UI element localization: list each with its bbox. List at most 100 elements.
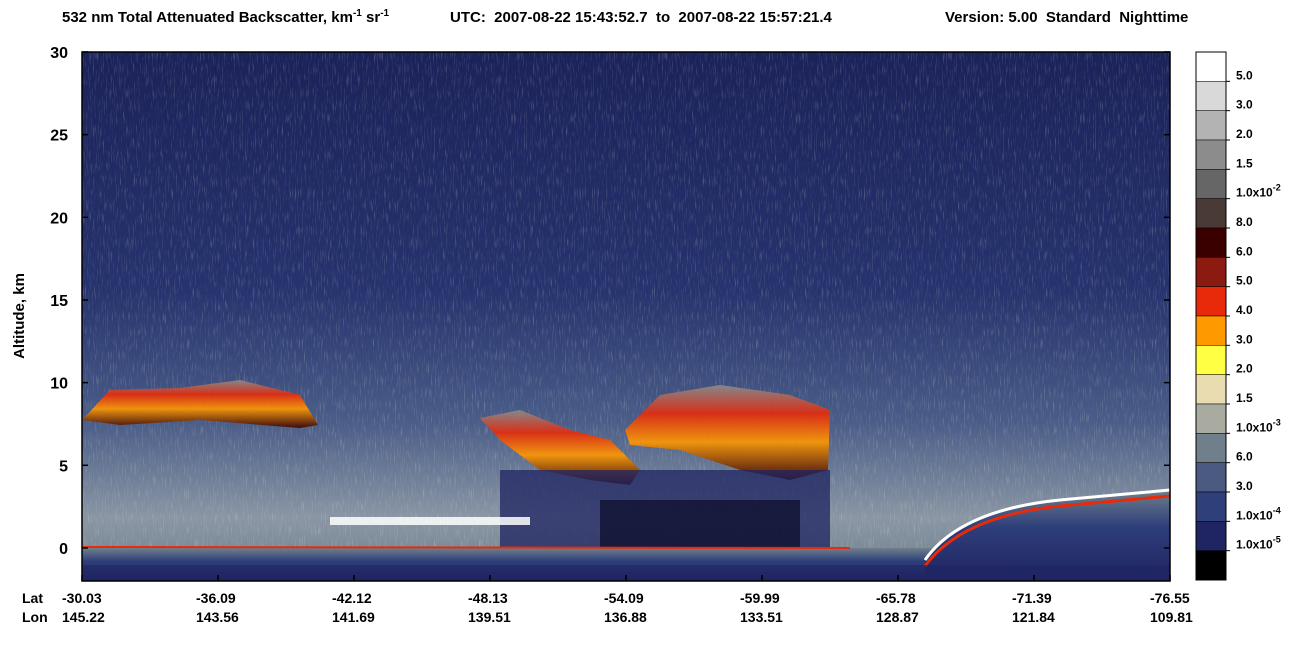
colorbar-swatch [1195,198,1227,229]
colorbar-swatch [1195,51,1227,82]
colorbar-swatch [1195,110,1227,141]
colorbar-label-text: 2.0 [1236,362,1253,376]
lon-label: 121.84 [1012,609,1055,625]
colorbar-label-text: 3.0 [1236,98,1253,112]
title-sup: -1 [380,8,389,19]
y-tick-label: 10 [50,376,68,393]
colorbar-label-sup: -5 [1273,535,1281,545]
colorbar-label-text: 1.0x10 [1236,508,1273,522]
colorbar-label-text: 4.0 [1236,303,1253,317]
lat-label: -48.13 [468,590,508,606]
colorbar-label: 6.0 [1236,244,1253,258]
lat-label: -76.55 [1150,590,1190,606]
lon-label: 145.22 [62,609,105,625]
colorbar-label: 1.5 [1236,391,1253,405]
cloud [82,380,318,428]
colorbar-label: 1.0x10-3 [1236,417,1281,434]
colorbar-label: 8.0 [1236,215,1253,229]
lat-label: -30.03 [62,590,102,606]
colorbar-swatch [1195,462,1227,493]
lat-label: -71.39 [1012,590,1052,606]
y-tick-label: 0 [59,541,68,558]
title-sup: -1 [353,8,362,19]
colorbar-label: 3.0 [1236,332,1253,346]
lat-label: -42.12 [332,590,372,606]
cloud [625,385,830,480]
colorbar-swatch [1195,433,1227,463]
lon-label: 133.51 [740,609,783,625]
colorbar-label: 4.0 [1236,303,1253,317]
colorbar-swatch [1195,403,1227,434]
lat-label: -59.99 [740,590,780,606]
colorbar-label-text: 5.0 [1236,274,1253,288]
colorbar-swatch [1195,257,1227,287]
y-tick-label: 15 [50,293,68,310]
colorbar-swatch [1195,550,1227,581]
backscatter-image [82,52,1170,581]
colorbar-label: 1.0x10-2 [1236,183,1281,200]
colorbar-label-text: 1.5 [1236,391,1253,405]
colorbar-label: 5.0 [1236,274,1253,288]
colorbar-label-text: 8.0 [1236,215,1253,229]
colorbar-label-text: 1.0x10 [1236,538,1273,552]
lon-label: 109.81 [1150,609,1193,625]
colorbar-label-text: 2.0 [1236,127,1253,141]
colorbar-label-text: 5.0 [1236,68,1253,82]
colorbar-label-sup: -3 [1273,417,1281,427]
colorbar-swatch [1195,345,1227,375]
ground [925,490,1170,581]
colorbar-swatch [1195,286,1227,317]
colorbar-label: 3.0 [1236,479,1253,493]
colorbar-label-text: 1.0x10 [1236,186,1273,200]
colorbar-label-sup: -2 [1273,183,1281,193]
colorbar-label: 3.0 [1236,98,1253,112]
lon-label: 141.69 [332,609,375,625]
colorbar-label-text: 6.0 [1236,450,1253,464]
y-tick-label: 20 [50,210,68,227]
colorbar-label: 1.5 [1236,156,1253,170]
colorbar-label: 2.0 [1236,127,1253,141]
colorbar-label: 2.0 [1236,362,1253,376]
colorbar-swatch [1195,139,1227,170]
colorbar-label: 5.0 [1236,68,1253,82]
lon-label: 136.88 [604,609,647,625]
colorbar-label-text: 1.0x10 [1236,420,1273,434]
lon-label: 139.51 [468,609,511,625]
lon-label: 143.56 [196,609,239,625]
colorbar-swatch [1195,227,1227,258]
title-text: sr [362,9,381,26]
surface-line [923,488,1170,561]
colorbar-label-text: 3.0 [1236,332,1253,346]
colorbar-label: 1.0x10-4 [1236,505,1281,522]
low-cloud [330,517,530,525]
title-text: 532 nm Total Attenuated Backscatter, km [62,9,353,26]
y-tick-label: 30 [50,45,68,62]
colorbar-swatch [1195,491,1227,522]
colorbar-label-text: 1.5 [1236,156,1253,170]
lat-label: -54.09 [604,590,644,606]
colorbar-label: 6.0 [1236,450,1253,464]
colorbar-label-text: 3.0 [1236,479,1253,493]
surface-line [923,494,1170,567]
x-row-label: Lon [22,609,48,625]
y-tick-label: 25 [50,128,68,145]
time-range: UTC: 2007-08-22 15:43:52.7 to 2007-08-22… [450,9,833,26]
lat-label: -65.78 [876,590,916,606]
colorbar-swatch [1195,315,1227,346]
version: Version: 5.00 Standard Nighttime [945,9,1188,26]
colorbar-swatch [1195,374,1227,405]
chart-title: 532 nm Total Attenuated Backscatter, km-… [62,8,390,26]
colorbar-label-sup: -4 [1273,505,1281,515]
y-tick-label: 5 [59,458,68,475]
colorbar-swatch [1195,521,1227,551]
lon-label: 128.87 [876,609,919,625]
x-row-label: Lat [22,590,43,606]
colorbar-label-text: 6.0 [1236,244,1253,258]
y-axis-label: Altitude, km [11,273,28,359]
colorbar-label: 1.0x10-5 [1236,535,1281,552]
cloud [480,410,640,485]
surface-line [82,546,851,549]
colorbar-swatch [1195,81,1227,111]
